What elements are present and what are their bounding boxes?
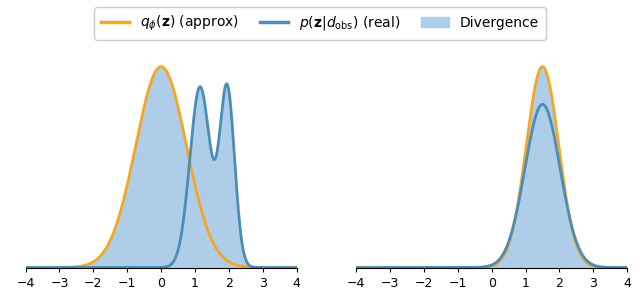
Legend: $q_\phi(\mathbf{z})$ (approx), $p(\mathbf{z}|d_\mathrm{obs})$ (real), Divergence: $q_\phi(\mathbf{z})$ (approx), $p(\mathb… <box>94 7 546 40</box>
